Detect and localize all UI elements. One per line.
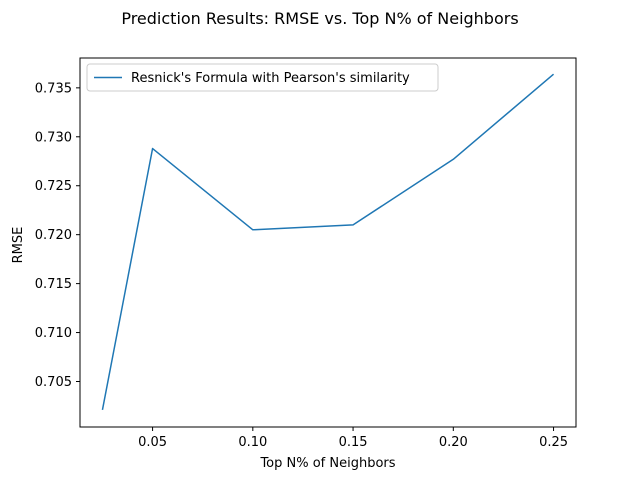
x-axis-label: Top N% of Neighbors [259,456,395,471]
chart-title: Prediction Results: RMSE vs. Top N% of N… [121,9,518,28]
y-tick-label: 0.710 [35,326,72,341]
x-tick-label: 0.25 [539,435,568,450]
x-axis-ticks: 0.05 0.10 0.15 0.20 0.25 [138,427,568,450]
x-tick-label: 0.05 [138,435,167,450]
plot-area [79,57,577,428]
y-tick-label: 0.705 [35,375,72,390]
series-layer [101,73,555,411]
y-tick-label: 0.720 [35,228,72,243]
x-tick-label: 0.15 [339,435,368,450]
legend: Resnick's Formula with Pearson's similar… [86,63,439,92]
y-tick-label: 0.715 [35,277,72,292]
y-axis-ticks: 0.705 0.710 0.715 0.720 0.725 0.730 0.735 [35,81,80,390]
y-tick-label: 0.725 [35,179,72,194]
legend-entry-label: Resnick's Formula with Pearson's similar… [131,71,410,86]
y-axis-label: RMSE [11,227,26,264]
y-tick-label: 0.735 [35,81,72,96]
legend-box [86,63,439,92]
x-tick-label: 0.10 [238,435,267,450]
series-line [101,73,555,411]
plot-frame [79,57,577,428]
y-tick-label: 0.730 [35,130,72,145]
x-tick-label: 0.20 [439,435,468,450]
